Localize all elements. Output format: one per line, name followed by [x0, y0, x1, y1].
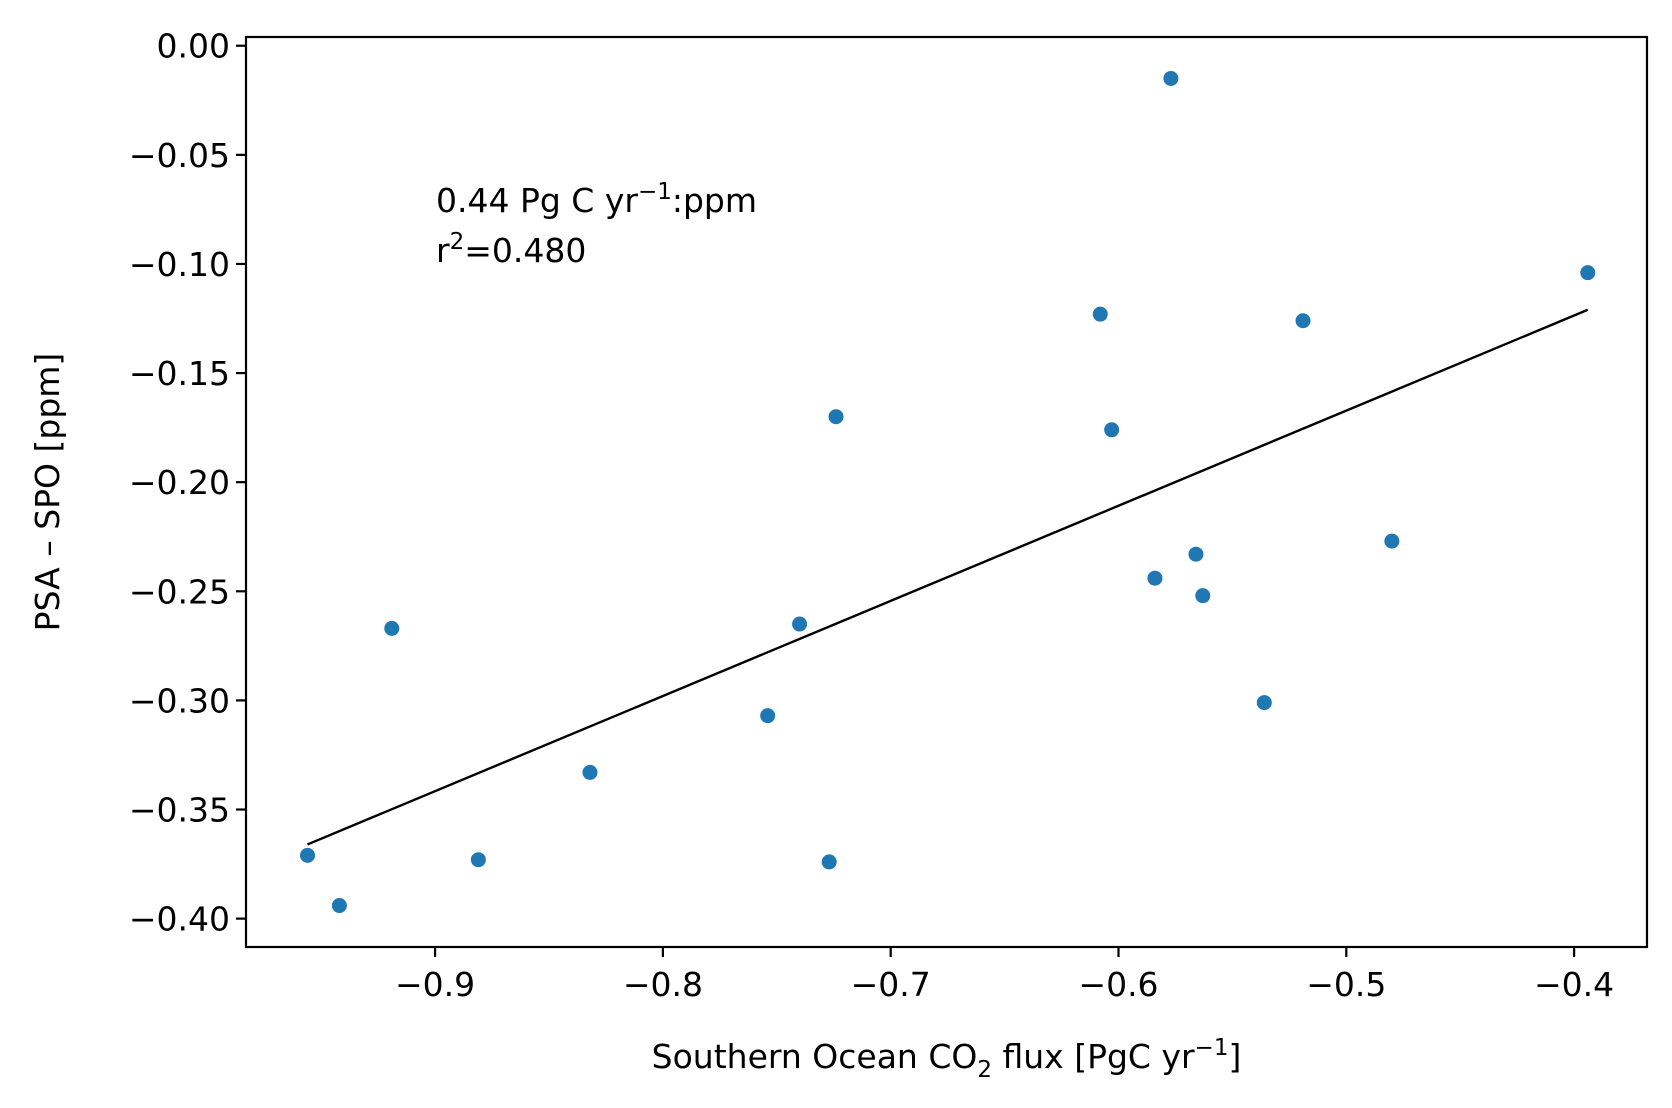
data-points [300, 70, 1596, 914]
x-tick-label: −0.4 [1534, 965, 1614, 1004]
data-point [384, 620, 400, 636]
data-point [1163, 70, 1179, 86]
data-point [828, 409, 844, 425]
r-squared-annotation: r2=0.480 [436, 229, 586, 270]
y-axis-ticks: 0.00 −0.05 −0.10 −0.15 −0.20 −0.25 −0.30 −0.35 −… [129, 27, 246, 939]
plot-frame [244, 35, 1649, 949]
data-point [1195, 588, 1211, 604]
slope-annotation: 0.44 Pg C yr−1:ppm [436, 179, 757, 220]
data-point [1295, 313, 1311, 329]
x-tick-label: −0.6 [1078, 965, 1158, 1004]
data-point [1188, 546, 1204, 562]
y-tick-label: 0.00 [157, 27, 230, 66]
data-point [1092, 306, 1108, 322]
y-tick-label: −0.15 [129, 354, 230, 393]
data-point [821, 854, 837, 870]
data-point [792, 616, 808, 632]
data-point [300, 847, 316, 863]
x-axis-ticks: −0.9 −0.8 −0.7 −0.6 −0.5 −0.4 [395, 947, 1614, 1004]
data-point [470, 852, 486, 868]
x-axis-label: Southern Ocean CO2 flux [PgC yr−1] [652, 1035, 1242, 1083]
y-tick-label: −0.20 [129, 463, 230, 502]
data-point [1104, 422, 1120, 438]
y-tick-label: −0.05 [129, 136, 230, 175]
x-tick-label: −0.5 [1306, 965, 1386, 1004]
data-point [331, 898, 347, 914]
data-point [1256, 695, 1272, 711]
x-tick-label: −0.9 [395, 965, 475, 1004]
x-tick-label: −0.8 [623, 965, 703, 1004]
y-tick-label: −0.10 [129, 245, 230, 284]
data-point [1384, 533, 1400, 549]
regression-line [307, 308, 1589, 846]
x-tick-label: −0.7 [851, 965, 931, 1004]
y-tick-label: −0.30 [129, 681, 230, 720]
y-tick-label: −0.40 [129, 900, 230, 939]
y-tick-label: −0.35 [129, 791, 230, 830]
data-point [1147, 570, 1163, 586]
y-axis-label: PSA – SPO [ppm] [28, 353, 67, 632]
data-point [1580, 265, 1596, 281]
data-point [582, 764, 598, 780]
data-point [760, 708, 776, 724]
y-tick-label: −0.25 [129, 572, 230, 611]
